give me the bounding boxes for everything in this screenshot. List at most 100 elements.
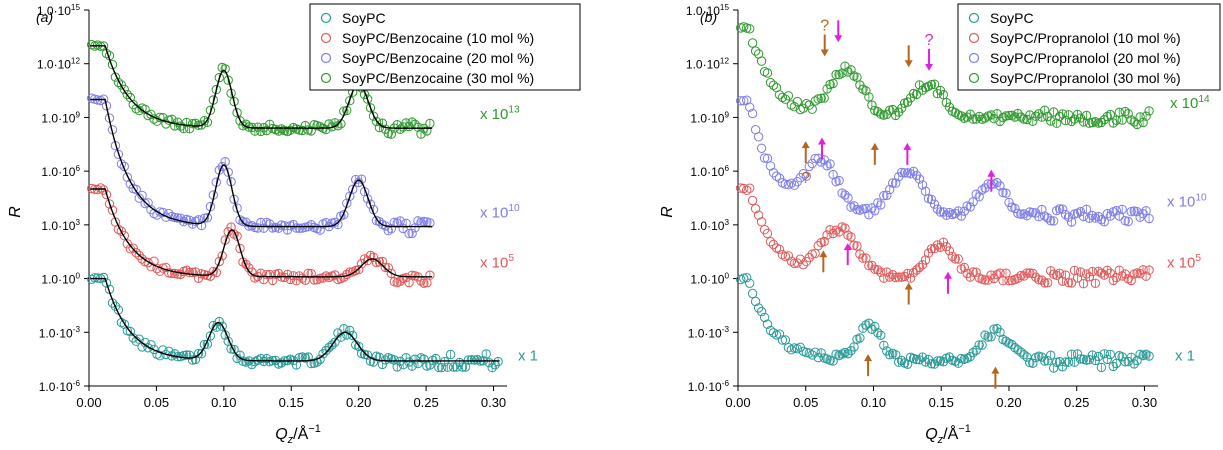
data-point <box>1043 213 1053 223</box>
data-point <box>1072 273 1083 283</box>
y-tick-label-exp: 15 <box>71 3 81 12</box>
data-point <box>113 149 124 160</box>
data-point <box>241 259 251 270</box>
data-point <box>211 84 222 95</box>
data-point <box>1060 210 1071 220</box>
annotation-arrow <box>904 282 913 305</box>
data-point <box>914 355 925 365</box>
data-point <box>1141 111 1151 121</box>
data-point <box>783 343 794 353</box>
data-point <box>279 272 290 283</box>
data-point <box>330 337 340 347</box>
data-point <box>1120 357 1130 367</box>
data-point <box>908 267 919 278</box>
legend-label: SoyPC <box>342 10 386 26</box>
data-point <box>759 312 770 323</box>
data-point <box>312 357 322 367</box>
data-point <box>1126 275 1136 286</box>
data-point <box>953 206 963 216</box>
panel-label: (a) <box>36 9 53 25</box>
legend-marker <box>320 32 332 44</box>
y-tick-label-exp: 0 <box>75 272 80 281</box>
data-point <box>362 194 373 204</box>
x-tick-label: 0.25 <box>1064 395 1089 410</box>
data-point <box>205 331 216 341</box>
data-point <box>1117 271 1127 281</box>
data-point <box>783 251 794 261</box>
data-point <box>950 108 960 118</box>
data-point <box>870 321 880 332</box>
arrow-head <box>904 60 913 68</box>
data-point <box>223 167 233 177</box>
y-tick-label-base: 1.0·10 <box>686 58 720 72</box>
data-point <box>330 217 340 228</box>
annotation-label: ? <box>820 18 829 35</box>
data-point <box>445 349 456 360</box>
data-point <box>888 270 898 280</box>
y-tick-label: 1.0·103 <box>690 218 729 233</box>
data-point <box>786 100 797 110</box>
series-scale-label-base: x 10 <box>480 204 508 221</box>
data-point <box>753 210 764 220</box>
series-scale-label-base: x 10 <box>1170 95 1198 112</box>
data-point <box>858 323 868 333</box>
data-point <box>789 102 800 112</box>
y-tick-label: 1.0·103 <box>41 218 80 233</box>
data-point <box>968 347 978 358</box>
arrow-head <box>925 63 934 71</box>
data-point <box>816 93 826 104</box>
data-point <box>143 343 153 353</box>
data-point <box>911 354 922 365</box>
series-scale-label-base: x 1 <box>518 348 538 365</box>
series-0: x 1 <box>87 272 538 373</box>
data-point <box>753 132 764 142</box>
data-point <box>879 273 889 283</box>
data-point <box>1108 361 1119 372</box>
y-tick-label: 1.0·1015 <box>37 3 81 18</box>
y-tick-label-base: 1.0·10 <box>690 273 724 287</box>
x-axis-label-xlabel: Q <box>925 426 937 443</box>
data-point <box>1132 355 1142 366</box>
data-point <box>1108 118 1119 128</box>
data-point <box>897 103 907 113</box>
data-point <box>828 228 838 239</box>
data-point <box>750 46 761 56</box>
data-point <box>768 80 779 91</box>
data-point <box>891 272 901 283</box>
data-point <box>309 275 319 285</box>
annotation-label: ? <box>925 32 934 49</box>
y-tick-label-base: 1.0·10 <box>41 219 75 233</box>
y-tick-label-exp: 0 <box>724 272 729 281</box>
data-point <box>1144 213 1154 224</box>
data-point <box>404 228 414 239</box>
data-point <box>965 202 975 212</box>
y-tick-label: 1.0·1012 <box>686 57 730 72</box>
data-point <box>891 178 901 188</box>
data-point <box>425 270 435 280</box>
data-point <box>774 90 785 100</box>
x-tick-label: 0.30 <box>481 395 506 410</box>
data-point <box>1141 271 1151 281</box>
data-point <box>282 269 293 280</box>
data-point <box>894 357 904 367</box>
data-point <box>1037 275 1047 285</box>
data-point <box>783 91 794 101</box>
data-point <box>765 237 776 247</box>
data-point <box>1081 355 1092 365</box>
data-point <box>419 216 429 227</box>
data-point <box>1022 268 1032 278</box>
data-point <box>176 213 186 224</box>
data-point <box>1013 345 1023 355</box>
data-point <box>1057 109 1068 119</box>
arrow-head <box>834 35 843 43</box>
data-point <box>1102 209 1113 219</box>
data-point <box>956 211 966 221</box>
y-tick-label-base: 1.0·10 <box>37 58 71 72</box>
x-axis-label-xlabel-unit: /Å <box>293 424 308 443</box>
annotation-arrow: ? <box>925 32 934 71</box>
x-tick-label: 0.30 <box>1132 395 1157 410</box>
data-point <box>1040 211 1050 221</box>
data-point <box>864 92 874 102</box>
data-point <box>810 96 820 106</box>
data-point <box>1123 109 1133 119</box>
